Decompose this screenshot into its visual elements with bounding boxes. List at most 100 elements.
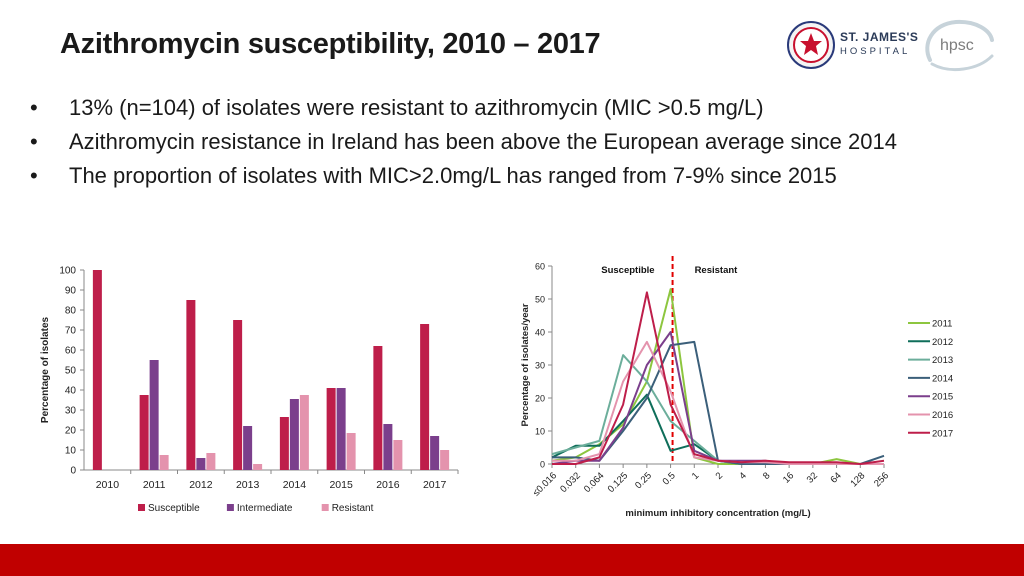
bar [279,417,289,470]
y-axis-label: Percentage of isolates/year [520,303,531,426]
bullet-text: The proportion of isolates with MIC>2.0m… [69,163,837,188]
legend-label: 2013 [932,355,953,366]
y-tick-label: 0 [540,460,545,470]
x-tick-label: 0.25 [633,470,654,491]
x-axis-label: minimum inhibitory concentration (mg/L) [625,508,810,519]
legend-label: 2015 [932,392,953,403]
x-tick-label: 64 [828,470,843,485]
bar [383,424,393,470]
legend-label: Susceptible [148,503,200,514]
bullet-list: • 13% (n=104) of isolates were resistant … [30,92,990,194]
bar [393,440,403,470]
series-line [551,288,884,465]
x-tick-label: 0.064 [582,470,607,495]
bar [149,360,159,470]
bullet-item: • The proportion of isolates with MIC>2.0… [30,160,990,192]
y-tick-label: 10 [535,427,545,437]
legend-label: Resistant [332,503,374,514]
bar [420,324,430,470]
bar [206,453,216,470]
legend-label: Intermediate [237,503,293,514]
x-tick-label: 2013 [236,479,260,491]
series-line [552,340,884,465]
y-tick-label: 20 [535,394,545,404]
susceptible-annotation: Susceptible [601,265,654,276]
bar [336,388,346,470]
bullet-text: Azithromycin resistance in Ireland has b… [69,129,897,154]
y-tick-label: 40 [535,328,545,338]
y-tick-label: 10 [65,446,77,457]
y-tick-label: 20 [65,426,77,437]
y-tick-label: 0 [70,466,76,477]
bar [243,426,253,470]
x-tick-label: 2 [714,470,726,482]
x-tick-label: 2017 [423,479,447,491]
x-tick-label: 2015 [329,479,353,491]
bullet-item: • 13% (n=104) of isolates were resistant … [30,92,990,124]
x-tick-label: 2012 [189,479,213,491]
x-tick-label: 2010 [96,479,120,491]
bullet-marker: • [30,95,38,120]
x-tick-label: 32 [805,470,820,485]
bullet-text: 13% (n=104) of isolates were resistant t… [69,95,764,120]
y-tick-label: 40 [65,386,77,397]
legend-label: 2011 [932,319,952,330]
x-tick-label: 1 [690,470,702,482]
bar [346,433,356,470]
x-tick-label: 0.032 [558,470,583,495]
line-chart: 0 10 20 30 40 50 60 ≤0.016 0.032 0.064 0.125 0.25 0.… [520,256,953,519]
x-tick-label: 256 [872,470,891,489]
bar [92,270,102,470]
footer-bar [0,544,1024,576]
bar [159,455,169,470]
bar-chart: 0 10 20 30 40 50 60 70 80 90 100 2010 2011 2012 2013 20… [40,266,459,514]
y-tick-label: 50 [535,295,545,305]
bullet-marker: • [30,163,38,188]
hpsc-text: hpsc [940,37,974,54]
bullet-item: • Azithromycin resistance in Ireland has … [30,126,990,158]
legend-swatch [138,504,145,511]
bar [196,458,206,470]
bar [253,464,263,470]
crest-icon [787,21,835,69]
st-james-subtitle: HOSPITAL [840,46,911,57]
legend-label: 2016 [932,410,953,421]
y-tick-label: 30 [535,361,545,371]
y-tick-label: 60 [65,346,77,357]
legend-swatch [226,504,234,511]
y-axis-label: Percentage of isolates [40,316,51,423]
legend-label: 2012 [932,337,953,348]
resistant-annotation: Resistant [695,265,739,276]
legend-label: 2014 [932,373,953,384]
x-tick-label: 16 [781,470,796,485]
x-tick-label: 0.5 [661,470,678,487]
y-tick-label: 30 [65,406,77,417]
x-tick-label: 4 [737,470,749,482]
x-tick-label: 0.125 [606,470,631,495]
st-james-hospital-logo: ST. JAMES'S HOSPITAL [782,18,918,74]
y-tick-label: 70 [65,326,77,337]
x-tick-label: 128 [848,470,867,489]
x-tick-label: 2014 [283,479,307,491]
y-tick-label: 80 [65,306,77,317]
y-tick-label: 90 [65,286,77,297]
hpsc-logo: hpsc [920,16,998,76]
series-line [552,291,885,465]
hpsc-swoosh-icon [925,19,994,71]
x-tick-label: 2011 [143,479,166,491]
bar [430,436,440,470]
x-tick-label: 2016 [376,479,400,491]
bar [440,450,450,470]
y-tick-label: 60 [535,262,545,272]
bar [139,395,149,470]
bar [186,300,196,470]
bar [289,399,299,470]
bar [233,320,243,470]
legend-swatch [321,504,329,511]
bar [373,346,383,470]
legend-label: 2017 [932,428,953,439]
y-tick-label: 100 [59,266,76,277]
slide-title: Azithromycin susceptibility, 2010 – 2017 [60,28,601,60]
x-tick-label: 8 [761,470,773,482]
bar [299,395,309,470]
